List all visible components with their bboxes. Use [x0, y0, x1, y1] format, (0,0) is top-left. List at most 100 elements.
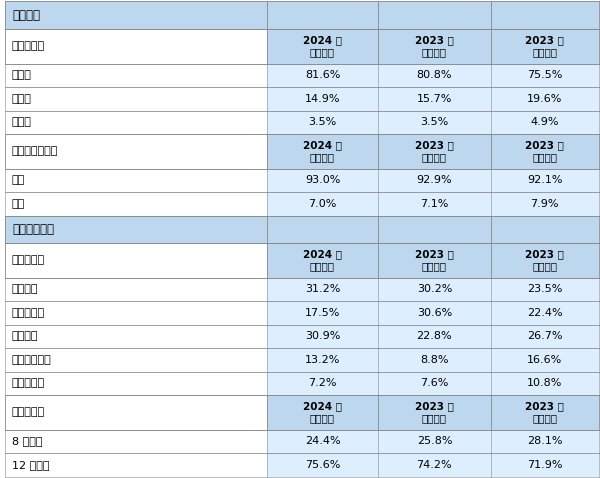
Text: 其他: 其他 [12, 199, 25, 209]
Text: 15.7%: 15.7% [417, 94, 452, 104]
Text: 92.1%: 92.1% [527, 175, 563, 185]
Bar [5, 348, 267, 371]
Bar [5, 192, 267, 216]
Bar [491, 453, 599, 477]
Bar [267, 29, 378, 64]
Bar [491, 243, 599, 278]
Text: 28.1%: 28.1% [527, 436, 563, 446]
Bar [5, 87, 267, 110]
Text: 23.5%: 23.5% [527, 284, 562, 294]
Text: 2023 年
第一季度: 2023 年 第一季度 [526, 401, 564, 424]
Text: 80.8%: 80.8% [416, 70, 452, 80]
Bar [267, 64, 378, 87]
Bar [5, 325, 267, 348]
Bar [5, 216, 599, 243]
Bar [267, 301, 378, 325]
Bar [491, 278, 599, 301]
Bar [378, 395, 491, 430]
Bar [491, 301, 599, 325]
Bar [378, 243, 491, 278]
Text: 7.6%: 7.6% [420, 378, 449, 388]
Bar [378, 110, 491, 134]
Bar [267, 395, 378, 430]
Text: 晶圓: 晶圓 [12, 175, 25, 185]
Bar [491, 87, 599, 110]
Text: 智能手機: 智能手機 [12, 284, 38, 294]
Text: 10.8%: 10.8% [527, 378, 562, 388]
Text: 3.5%: 3.5% [308, 117, 337, 127]
Bar [491, 64, 599, 87]
Text: 8.8%: 8.8% [420, 355, 449, 365]
Bar [267, 430, 378, 453]
Text: 31.2%: 31.2% [305, 284, 340, 294]
Text: 13.2%: 13.2% [305, 355, 340, 365]
Bar [378, 371, 491, 395]
Bar [491, 430, 599, 453]
Text: 7.9%: 7.9% [530, 199, 559, 209]
Text: 3.5%: 3.5% [420, 117, 449, 127]
Text: 19.6%: 19.6% [527, 94, 562, 104]
Text: 93.0%: 93.0% [305, 175, 340, 185]
Bar [267, 348, 378, 371]
Bar [378, 87, 491, 110]
Text: 2023 年
第一季度: 2023 年 第一季度 [526, 140, 564, 163]
Bar [5, 134, 267, 169]
Text: 16.6%: 16.6% [527, 355, 562, 365]
Bar [267, 278, 378, 301]
Bar [491, 325, 599, 348]
Text: 消費電子: 消費電子 [12, 331, 38, 341]
Bar [378, 278, 491, 301]
Text: 8 吋晶圓: 8 吋晶圓 [12, 436, 43, 446]
Text: 2024 年
第一季度: 2024 年 第一季度 [303, 140, 342, 163]
Text: 7.2%: 7.2% [308, 378, 337, 388]
Text: 工業與汽車: 工業與汽車 [12, 378, 45, 388]
Text: 4.9%: 4.9% [530, 117, 559, 127]
Bar [267, 371, 378, 395]
Text: 71.9%: 71.9% [527, 460, 563, 470]
Bar [378, 348, 491, 371]
Text: 以地區分類: 以地區分類 [12, 41, 45, 51]
Text: 2023 年
第四季度: 2023 年 第四季度 [415, 140, 454, 163]
Text: 電腦與平板: 電腦與平板 [12, 308, 45, 318]
Text: 14.9%: 14.9% [305, 94, 340, 104]
Text: 75.6%: 75.6% [305, 460, 340, 470]
Bar [491, 192, 599, 216]
Bar [267, 87, 378, 110]
Text: 17.5%: 17.5% [305, 308, 340, 318]
Text: 2024 年
第一季度: 2024 年 第一季度 [303, 35, 342, 57]
Text: 12 吋晶圓: 12 吋晶圓 [12, 460, 49, 470]
Bar [378, 453, 491, 477]
Text: 2023 年
第四季度: 2023 年 第四季度 [415, 249, 454, 272]
Text: 美國區: 美國區 [12, 94, 32, 104]
Text: 22.8%: 22.8% [416, 331, 452, 341]
Text: 收入分析: 收入分析 [12, 9, 40, 22]
Text: 30.6%: 30.6% [417, 308, 452, 318]
Bar [491, 134, 599, 169]
Bar [5, 29, 267, 64]
Bar [5, 64, 267, 87]
Bar [378, 134, 491, 169]
Bar [5, 453, 267, 477]
Text: 75.5%: 75.5% [527, 70, 562, 80]
Bar [491, 110, 599, 134]
Bar [267, 110, 378, 134]
Text: 歐亞區: 歐亞區 [12, 117, 32, 127]
Text: 74.2%: 74.2% [416, 460, 452, 470]
Bar [5, 110, 267, 134]
Bar [5, 395, 267, 430]
Bar [5, 301, 267, 325]
Text: 互聯與可穿戴: 互聯與可穿戴 [12, 355, 52, 365]
Text: 7.0%: 7.0% [308, 199, 337, 209]
Text: 2023 年
第一季度: 2023 年 第一季度 [526, 35, 564, 57]
Text: 以尺寸分類: 以尺寸分類 [12, 407, 45, 417]
Bar [491, 348, 599, 371]
Text: 30.2%: 30.2% [417, 284, 452, 294]
Bar [5, 243, 267, 278]
Bar [378, 64, 491, 87]
Text: 以服務類型分類: 以服務類型分類 [12, 146, 58, 156]
Text: 2023 年
第四季度: 2023 年 第四季度 [415, 401, 454, 424]
Bar [267, 243, 378, 278]
Text: 2024 年
第一季度: 2024 年 第一季度 [303, 249, 342, 272]
Text: 24.4%: 24.4% [305, 436, 340, 446]
Text: 30.9%: 30.9% [305, 331, 340, 341]
